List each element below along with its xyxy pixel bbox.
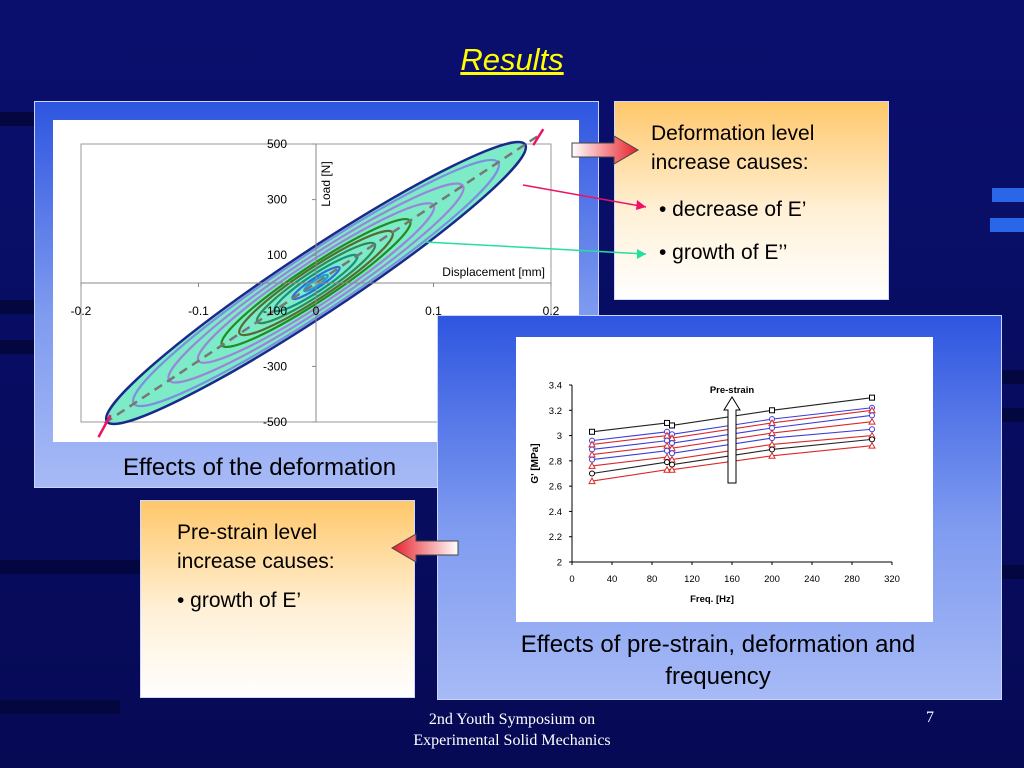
prestrain-caption: Effects of pre-strain, deformation and f… [468, 629, 968, 693]
y-tick-label: -500 [263, 415, 287, 429]
y-tick-label: 500 [267, 137, 287, 151]
series-marker [869, 394, 875, 401]
x-tick-label: 240 [804, 574, 820, 585]
deformation-effects-card: Deformation level increase causes: • dec… [614, 101, 889, 300]
y-tick-label: 2.6 [549, 482, 562, 493]
prestrain-effects-card: Pre-strain level increase causes: • grow… [140, 500, 415, 698]
series-marker [588, 461, 596, 469]
background-stripe [0, 112, 34, 126]
x-tick-label: 0 [313, 304, 320, 318]
y-tick-label: 3 [557, 431, 562, 442]
deformation-heading-line2: increase causes: [651, 151, 809, 174]
x-tick-label: 160 [724, 574, 740, 585]
background-stripe [1000, 408, 1024, 422]
deformation-heading-line1: Deformation level [651, 122, 815, 145]
x-tick-label: 0.2 [543, 304, 560, 318]
footer-line2: Experimental Solid Mechanics [413, 732, 611, 749]
series-marker [589, 470, 595, 477]
prestrain-heading-line1: Pre-strain level [177, 521, 318, 544]
y-tick-label: 300 [267, 193, 287, 207]
bullet-growth-e-double-prime: • growth of E’’ [659, 241, 788, 264]
background-stripe [990, 218, 1024, 232]
series-marker [669, 422, 675, 429]
background-stripe [992, 188, 1024, 202]
prestrain-chart-frame: 3.4 3.2 3 2.8 2.6 2.4 2.2 2 0 40 80 120 160 200 240 280… [516, 337, 933, 622]
series-marker [869, 412, 875, 419]
x-tick-label: 80 [647, 574, 658, 585]
trend-line-tip [97, 414, 112, 438]
hysteresis-caption: Effects of the deformation [123, 454, 397, 481]
background-stripe [0, 560, 140, 574]
x-axis-label: Freq. [Hz] [690, 594, 734, 605]
trend-line-tip [532, 128, 545, 146]
hysteresis-panel: 500 300 100 -100 -300 -500 -0.2 -0.1 0 0.1 0.2 Disp… [34, 101, 599, 488]
prestrain-heading-line2: increase causes: [177, 550, 335, 573]
y-tick-label: 2 [557, 558, 562, 569]
y-tick-label: -100 [263, 304, 287, 318]
series-marker [589, 428, 595, 435]
background-stripe [0, 700, 120, 714]
series-marker [768, 451, 776, 459]
series-marker [589, 456, 595, 463]
prestrain-panel: 3.4 3.2 3 2.8 2.6 2.4 2.2 2 0 40 80 120 160 200 240 280… [437, 315, 1002, 700]
series-marker [669, 450, 675, 457]
series-marker [868, 417, 876, 425]
series-marker [668, 465, 676, 473]
x-axis-label: Displacement [mm] [442, 265, 545, 279]
series-marker [588, 477, 596, 485]
chart-title: Pre-strain [710, 385, 755, 396]
page-number: 7 [926, 709, 934, 726]
x-tick-label: 120 [684, 574, 700, 585]
background-stripe [0, 300, 34, 314]
y-tick-label: 3.2 [549, 406, 562, 417]
background-stripe [0, 340, 34, 354]
deformation-heading: Deformation level increase causes: [651, 119, 814, 177]
prestrain-caption-line2: frequency [665, 663, 771, 690]
y-tick-label: 2.8 [549, 456, 562, 467]
x-tick-label: -0.1 [188, 304, 209, 318]
pre-strain-arrow-icon [723, 396, 741, 484]
footer-conference: 2nd Youth Symposium on Experimental Soli… [362, 709, 662, 751]
x-tick-label: 0 [569, 574, 574, 585]
y-tick-label: 100 [267, 248, 287, 262]
slide-title: Results [460, 42, 564, 77]
y-tick-label: -300 [263, 359, 287, 373]
x-tick-label: -0.2 [71, 304, 92, 318]
y-tick-label: 2.2 [549, 532, 562, 543]
series-marker [869, 426, 875, 433]
x-tick-label: 320 [884, 574, 900, 585]
y-axis-label: Load [N] [319, 161, 333, 206]
prestrain-caption-line1: Effects of pre-strain, deformation and [520, 631, 916, 658]
background-stripe [1000, 565, 1024, 579]
series-marker [664, 459, 670, 466]
footer-line1: 2nd Youth Symposium on [428, 711, 596, 728]
series-marker [769, 446, 775, 453]
prestrain-heading: Pre-strain level increase causes: [177, 518, 335, 576]
prestrain-chart: 3.4 3.2 3 2.8 2.6 2.4 2.2 20 40 80 120 160 200 240 280… [530, 381, 900, 606]
y-tick-label: 3.4 [549, 381, 562, 392]
hysteresis-chart-frame: 500 300 100 -100 -300 -500 -0.2 -0.1 0 0.1 0.2 Disp… [53, 120, 579, 442]
background-stripe [1000, 370, 1024, 384]
y-tick-label: 2.4 [549, 507, 562, 518]
series-marker [663, 465, 671, 473]
series-marker [769, 435, 775, 442]
hysteresis-loop [303, 273, 329, 293]
series-marker [869, 436, 875, 443]
series-marker [868, 441, 876, 449]
y-axis-label: G' [MPa] [530, 443, 541, 483]
x-tick-label: 280 [844, 574, 860, 585]
series-marker [769, 407, 775, 414]
bullet-decrease-e-prime: • decrease of E’ [659, 198, 807, 221]
x-tick-label: 0.1 [425, 304, 442, 318]
x-tick-label: 40 [607, 574, 618, 585]
series-marker [664, 447, 670, 454]
trend-line [103, 134, 540, 425]
series-marker [664, 419, 670, 426]
x-tick-label: 200 [764, 574, 780, 585]
hysteresis-chart: 500 300 100 -100 -300 -500 -0.2 -0.1 0 0.1 0.2 Disp… [71, 128, 560, 438]
bullet-growth-e-prime: • growth of E’ [177, 589, 302, 612]
